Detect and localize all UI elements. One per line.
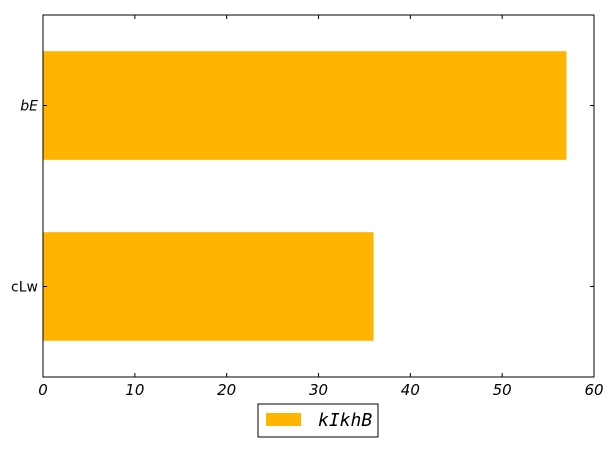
x-tick-label-60: 60 (584, 381, 603, 399)
legend-swatch (266, 413, 301, 426)
x-tick-label-20: 20 (217, 381, 236, 399)
x-tick-label-30: 30 (309, 381, 328, 399)
bar-cLw (43, 232, 374, 341)
x-tick-label-40: 40 (401, 381, 420, 399)
x-tick-label-0: 0 (38, 381, 48, 399)
legend-label: kIkhB (318, 410, 372, 431)
x-tick-label-10: 10 (125, 381, 144, 399)
legend: kIkhB (258, 404, 378, 437)
x-tick-label-50: 50 (493, 381, 512, 399)
category-label-cLw: cLw (11, 280, 38, 296)
bar-bE (43, 51, 566, 160)
category-label-bE: bE (20, 99, 38, 115)
